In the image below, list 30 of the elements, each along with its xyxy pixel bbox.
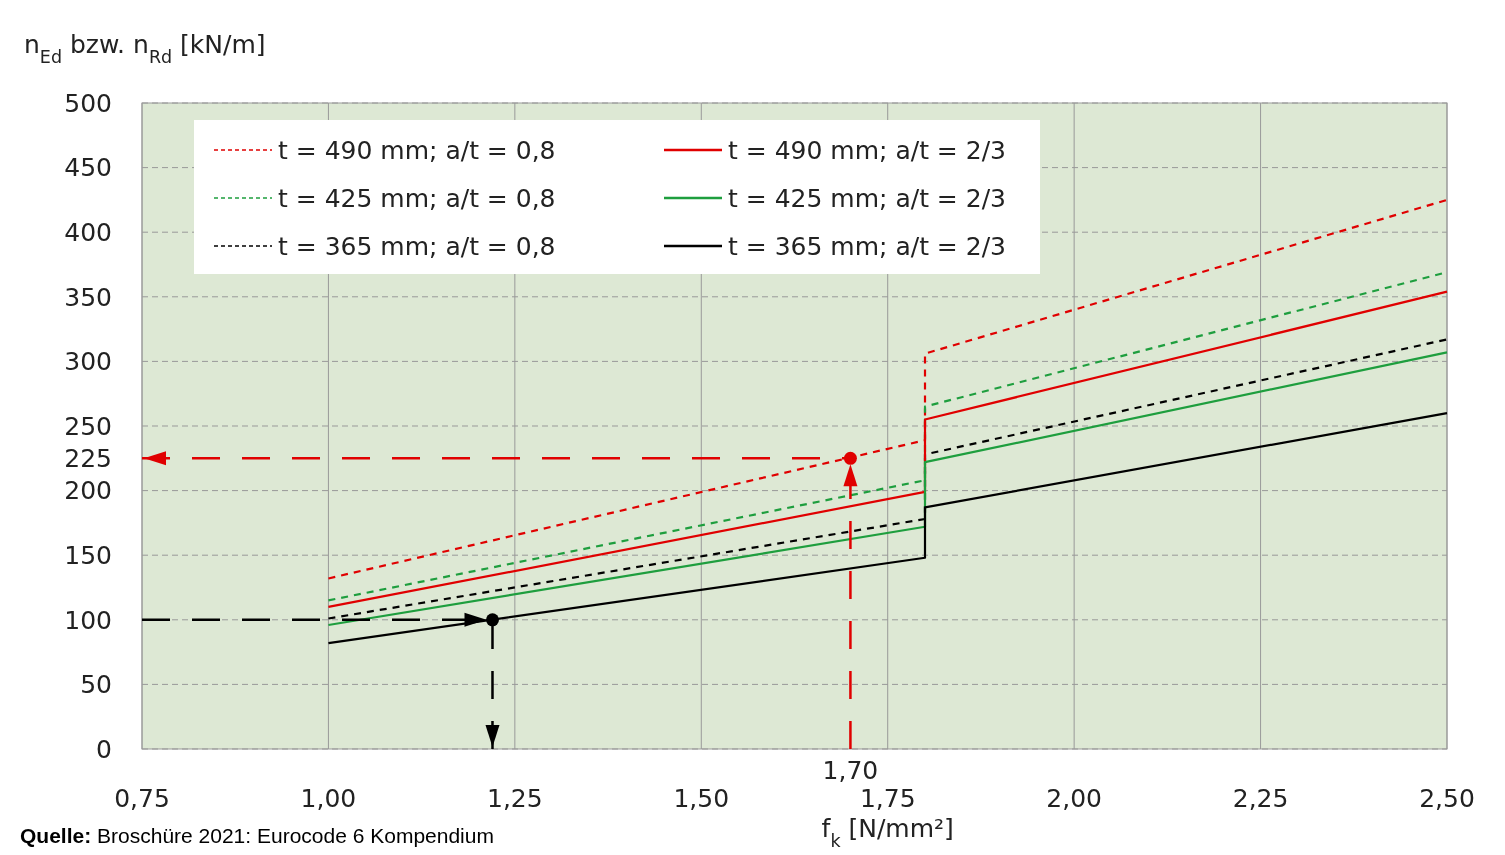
ref-line-label: 225 — [64, 444, 112, 474]
y-tick-label: 0 — [96, 734, 112, 764]
legend-label: t = 365 mm; a/t = 0,8 — [278, 231, 556, 261]
legend-label: t = 365 mm; a/t = 2/3 — [728, 231, 1007, 261]
legend-label: t = 425 mm; a/t = 0,8 — [278, 183, 556, 213]
y-tick-label: 150 — [64, 540, 112, 570]
legend-label: t = 490 mm; a/t = 2/3 — [728, 135, 1007, 165]
x-tick-label: 1,25 — [487, 784, 543, 813]
x-tick-label: 1,50 — [673, 784, 730, 813]
y-tick-label: 450 — [64, 153, 112, 183]
x-axis-title: f$_{k}$ [N/mm²] — [821, 814, 954, 851]
x-tick-label: 1,00 — [300, 784, 357, 813]
x-tick-label: 1,75 — [859, 784, 916, 813]
y-tick-label: 500 — [64, 88, 112, 118]
legend-label: t = 490 mm; a/t = 0,8 — [278, 135, 556, 165]
y-tick-label: 300 — [64, 347, 112, 377]
x-tick-label: 2,25 — [1232, 784, 1289, 813]
x-tick-label: 0,75 — [114, 784, 170, 813]
ref-line-label: 1,70 — [822, 756, 879, 785]
y-tick-label: 400 — [64, 217, 112, 247]
legend-label: t = 425 mm; a/t = 2/3 — [728, 183, 1007, 213]
x-tick-label: 2,50 — [1419, 784, 1475, 813]
y-tick-label: 200 — [64, 476, 112, 506]
y-tick-label: 100 — [64, 605, 112, 635]
x-tick-label: 2,00 — [1046, 784, 1102, 813]
y-axis-title: n$_{Ed}$ bzw. n$_{Rd}$ [kN/m] — [24, 30, 266, 67]
source-note: Quelle: Broschüre 2021: Eurocode 6 Kompendium — [20, 824, 494, 847]
y-tick-label: 50 — [80, 670, 112, 700]
y-tick-label: 350 — [64, 282, 112, 312]
y-tick-label: 250 — [64, 411, 112, 441]
